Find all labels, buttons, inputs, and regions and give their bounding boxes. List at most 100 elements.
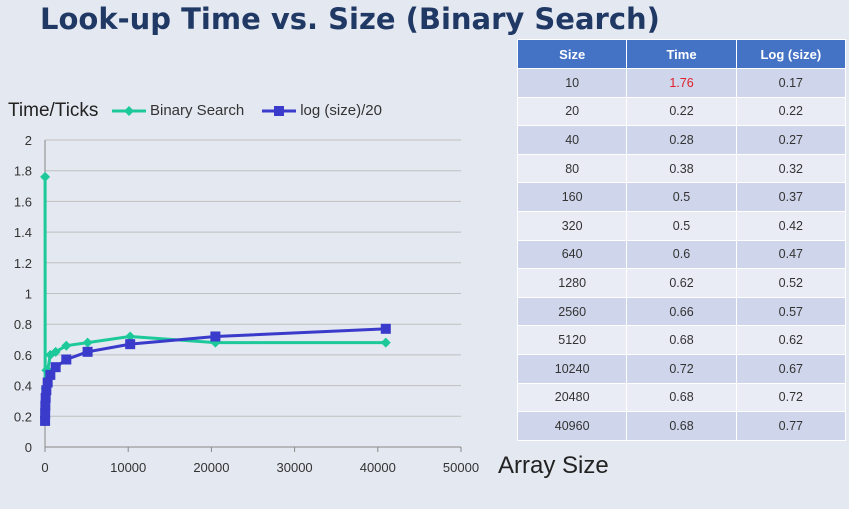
x-tick-label: 40000	[360, 460, 396, 475]
data-point-log-size	[40, 408, 51, 419]
cell-log-size: 0.57	[735, 296, 847, 327]
data-point-binary-search	[125, 331, 136, 342]
cell-size: 10240	[516, 353, 628, 384]
data-point-binary-search	[380, 337, 391, 348]
y-tick-label: 0.8	[14, 317, 32, 332]
cell-time: 0.5	[626, 210, 737, 241]
data-point-log-size	[45, 369, 56, 380]
cell-time: 0.6	[626, 239, 737, 270]
cell-log-size: 0.67	[735, 353, 847, 384]
cell-size: 320	[516, 210, 628, 241]
cell-time: 0.68	[626, 325, 737, 355]
y-tick-label: 1.2	[14, 256, 32, 271]
cell-time: 0.38	[626, 153, 737, 184]
cell-time: 0.28	[626, 125, 737, 155]
cell-size: 20480	[516, 382, 628, 413]
cell-size: 80	[516, 153, 628, 184]
cell-time: 0.5	[626, 182, 737, 212]
legend-square-marker-icon	[262, 105, 297, 116]
legend-item-log-size: log (size)/20	[262, 102, 382, 119]
cell-log-size: 0.72	[735, 382, 847, 413]
cell-time: 0.72	[626, 353, 737, 384]
y-tick-label: 0.6	[14, 348, 32, 363]
data-point-binary-search	[50, 346, 61, 357]
cell-log-size: 0.62	[735, 325, 847, 355]
cell-size: 40	[516, 125, 628, 155]
table-header-row: Size Time Log (size)	[516, 39, 847, 69]
x-tick-label: 0	[41, 460, 48, 475]
x-tick-label: 50000	[443, 460, 479, 475]
data-point-binary-search	[40, 171, 51, 182]
data-point-log-size	[380, 323, 391, 334]
legend-label-binary-search: Binary Search	[150, 102, 245, 119]
table-row: 320 0.5 0.42	[516, 210, 847, 241]
y-tick-label: 1	[25, 287, 32, 302]
table-row: 160 0.5 0.37	[516, 182, 847, 212]
table-row: 2560 0.66 0.57	[516, 296, 847, 327]
table-header-log-size: Log (size)	[735, 39, 847, 69]
table-body: 10 1.76 0.17 20 0.22 0.22 40 0.28 0.27 80 0.38 0.32…	[516, 68, 847, 441]
data-point-log-size	[40, 415, 51, 426]
cell-log-size: 0.52	[735, 268, 847, 298]
y-tick-label: 0.2	[14, 409, 32, 424]
x-axis-label: Array Size	[498, 452, 609, 479]
cell-time: 0.68	[626, 411, 737, 441]
y-tick-label: 0	[25, 440, 32, 455]
table-row: 40960 0.68 0.77	[516, 411, 847, 441]
cell-time: 1.76	[626, 68, 737, 98]
x-tick-label: 10000	[110, 460, 146, 475]
cell-size: 5120	[516, 325, 628, 355]
legend-item-binary-search: Binary Search	[112, 102, 244, 119]
y-tick-label: 1.4	[14, 225, 32, 240]
data-point-log-size	[50, 362, 61, 373]
cell-log-size: 0.77	[735, 411, 847, 441]
table-row: 10 1.76 0.17	[516, 68, 847, 98]
cell-time: 0.62	[626, 268, 737, 298]
table-row: 20 0.22 0.22	[516, 96, 847, 127]
cell-size: 10	[516, 68, 628, 98]
chart-legend: Binary Search log (size)/20	[112, 102, 382, 119]
table-header-size: Size	[516, 39, 628, 69]
cell-time: 0.66	[626, 296, 737, 327]
table-row: 10240 0.72 0.67	[516, 353, 847, 384]
data-point-log-size	[41, 385, 52, 396]
cell-log-size: 0.42	[735, 210, 847, 241]
cell-time: 0.22	[626, 96, 737, 127]
slide-title: Look-up Time vs. Size (Binary Search)	[40, 2, 660, 36]
legend-label-log-size: log (size)/20	[300, 102, 382, 119]
table-row: 1280 0.62 0.52	[516, 268, 847, 298]
cell-log-size: 0.27	[735, 125, 847, 155]
data-point-log-size	[40, 392, 51, 403]
cell-log-size: 0.47	[735, 239, 847, 270]
cell-log-size: 0.37	[735, 182, 847, 212]
series-line-binary-search	[43, 176, 386, 415]
x-tick-label: 30000	[277, 460, 313, 475]
data-point-log-size	[125, 339, 136, 350]
data-point-log-size	[61, 354, 72, 365]
data-point-log-size	[40, 400, 51, 411]
data-point-binary-search	[82, 337, 93, 348]
cell-size: 160	[516, 182, 628, 212]
y-tick-label: 2	[25, 133, 32, 148]
table-row: 80 0.38 0.32	[516, 153, 847, 184]
data-point-log-size	[82, 346, 93, 357]
cell-size: 1280	[516, 268, 628, 298]
data-point-log-size	[210, 331, 221, 342]
line-chart: 0 0.2 0.4 0.6 0.8 1 1.2 1.4 1.6 1.8 2 0 10000 20000 30…	[14, 133, 479, 475]
cell-log-size: 0.22	[735, 96, 847, 127]
cell-size: 2560	[516, 296, 628, 327]
cell-size: 40960	[516, 411, 628, 441]
data-point-log-size	[42, 377, 53, 388]
table-row: 5120 0.68 0.62	[516, 325, 847, 355]
table-header-time: Time	[626, 39, 737, 69]
data-point-binary-search	[61, 340, 72, 351]
y-axis-label: Time/Ticks	[8, 100, 99, 121]
y-tick-label: 0.4	[14, 379, 32, 394]
table-row: 40 0.28 0.27	[516, 125, 847, 155]
y-tick-label: 1.6	[14, 194, 32, 209]
cell-log-size: 0.32	[735, 153, 847, 184]
data-table: Size Time Log (size) 10 1.76 0.17 20 0.22 0.2…	[516, 39, 847, 441]
legend-diamond-marker-icon	[112, 105, 146, 116]
cell-time: 0.68	[626, 382, 737, 413]
cell-size: 20	[516, 96, 628, 127]
